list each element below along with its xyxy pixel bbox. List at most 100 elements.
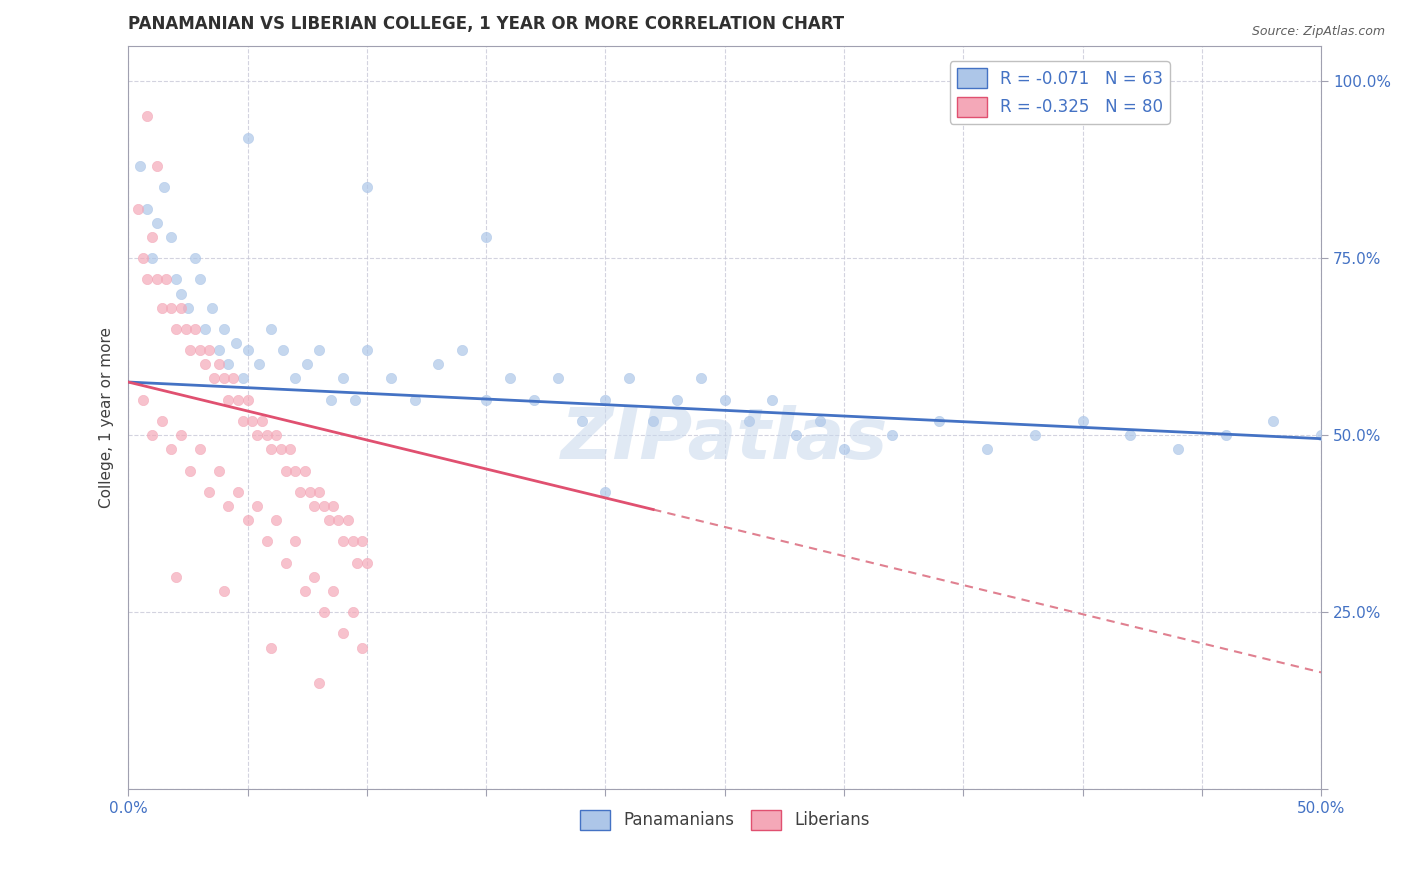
Point [256,428,278,442]
Point [832,442,855,457]
Y-axis label: College, 1 year or more: College, 1 year or more [100,327,114,508]
Point [380,371,402,385]
Point [217,392,239,407]
Point [356,180,378,194]
Point [236,343,259,358]
Point [208,464,231,478]
Point [212,371,235,385]
Point [308,484,330,499]
Point [304,499,326,513]
Point [179,343,201,358]
Point [336,513,359,527]
Point [928,414,950,428]
Point [284,534,307,549]
Point [131,392,153,407]
Point [451,343,474,358]
Point [226,484,249,499]
Point [136,202,159,216]
Point [264,428,287,442]
Point [160,442,183,457]
Point [236,513,259,527]
Point [165,570,187,584]
Point [264,513,287,527]
Point [976,442,998,457]
Point [328,513,350,527]
Point [160,301,183,315]
Point [188,442,211,457]
Point [170,286,193,301]
Point [141,251,163,265]
Point [332,371,354,385]
Point [312,605,335,619]
Point [217,499,239,513]
Point [236,392,259,407]
Point [202,371,225,385]
Point [547,371,569,385]
Point [249,357,271,371]
Point [217,357,239,371]
Point [499,371,522,385]
Point [170,301,193,315]
Text: ZIPatlas: ZIPatlas [561,405,889,475]
Point [737,414,759,428]
Point [475,230,498,244]
Point [322,583,344,598]
Point [260,322,283,336]
Point [150,414,173,428]
Point [246,499,269,513]
Point [1119,428,1142,442]
Point [666,392,689,407]
Point [225,336,247,351]
Point [184,322,207,336]
Point [294,583,316,598]
Point [198,484,221,499]
Point [236,130,259,145]
Point [1263,414,1285,428]
Point [198,343,221,358]
Point [141,428,163,442]
Point [308,343,330,358]
Point [246,428,269,442]
Point [571,414,593,428]
Point [208,343,231,358]
Point [141,230,163,244]
Point [270,442,292,457]
Point [232,371,254,385]
Point [146,159,169,173]
Point [295,357,318,371]
Point [194,322,217,336]
Point [188,272,211,286]
Point [312,499,335,513]
Point [288,484,311,499]
Point [174,322,197,336]
Point [689,371,711,385]
Text: PANAMANIAN VS LIBERIAN COLLEGE, 1 YEAR OR MORE CORRELATION CHART: PANAMANIAN VS LIBERIAN COLLEGE, 1 YEAR O… [128,15,845,33]
Point [356,556,378,570]
Point [165,322,187,336]
Point [226,392,249,407]
Point [356,343,378,358]
Point [643,414,665,428]
Point [1167,442,1189,457]
Point [343,392,366,407]
Point [298,484,321,499]
Point [595,392,617,407]
Point [136,110,159,124]
Point [595,484,617,499]
Point [232,414,254,428]
Point [184,251,207,265]
Point [1024,428,1046,442]
Point [332,534,354,549]
Point [136,272,159,286]
Point [427,357,450,371]
Point [1071,414,1094,428]
Point [179,464,201,478]
Point [352,640,374,655]
Point [785,428,807,442]
Point [1215,428,1237,442]
Point [274,464,297,478]
Point [129,159,152,173]
Point [170,428,193,442]
Point [346,556,368,570]
Point [260,640,283,655]
